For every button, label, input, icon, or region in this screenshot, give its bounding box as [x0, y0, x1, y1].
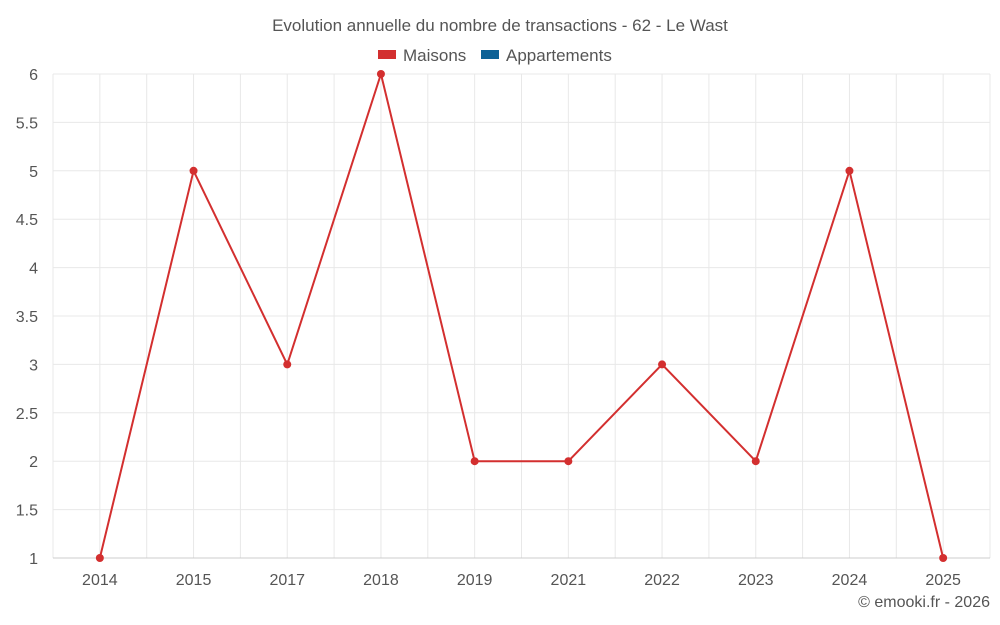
data-point[interactable]: [939, 554, 948, 562]
y-tick-label: 5.5: [16, 115, 38, 132]
legend-swatch-maisons: [378, 50, 396, 59]
x-tick-label: 2024: [832, 572, 868, 589]
series-maisons: [95, 70, 948, 562]
legend-swatch-appartements: [481, 50, 499, 59]
y-tick-label: 4.5: [16, 212, 38, 229]
legend-item-appartements[interactable]: Appartements: [481, 46, 612, 65]
y-tick-label: 4: [29, 261, 38, 278]
x-tick-label: 2014: [82, 572, 118, 589]
x-tick-label: 2018: [363, 572, 399, 589]
x-tick-label: 2023: [738, 572, 774, 589]
y-tick-label: 1.5: [16, 503, 38, 520]
legend-item-maisons[interactable]: Maisons: [378, 46, 466, 65]
y-tick-label: 3: [29, 357, 38, 374]
series-line-maisons: [98, 73, 945, 559]
legend-label-appartements: Appartements: [506, 46, 612, 65]
data-point[interactable]: [189, 166, 198, 175]
data-point[interactable]: [751, 457, 760, 466]
data-point[interactable]: [95, 554, 104, 562]
data-point[interactable]: [283, 360, 292, 369]
y-tick-label: 2.5: [16, 406, 38, 423]
x-tick-label: 2019: [457, 572, 493, 589]
data-point[interactable]: [564, 457, 573, 466]
chart-title: Evolution annuelle du nombre de transact…: [272, 16, 728, 35]
y-tick-label: 3.5: [16, 309, 38, 326]
data-point[interactable]: [845, 166, 854, 175]
x-gridlines: [52, 74, 991, 558]
x-tick-label: 2021: [551, 572, 587, 589]
y-axis-ticks: 1 1.5 2 2.5 3 3.5 4 4.5 5 5.5 6: [16, 67, 38, 568]
data-point[interactable]: [658, 360, 667, 369]
data-point[interactable]: [376, 70, 385, 78]
legend: Maisons Appartements: [378, 46, 612, 65]
y-tick-label: 6: [29, 67, 38, 84]
data-point[interactable]: [470, 457, 479, 466]
y-tick-label: 2: [29, 454, 38, 471]
x-tick-label: 2022: [644, 572, 680, 589]
x-axis-ticks: 2014 2015 2017 2018 2019 2021 2022 2023 2024 2025: [82, 572, 961, 589]
legend-label-maisons: Maisons: [403, 46, 466, 65]
y-tick-label: 5: [29, 164, 38, 181]
x-tick-label: 2017: [269, 572, 305, 589]
x-tick-label: 2025: [925, 572, 961, 589]
x-tick-label: 2015: [176, 572, 212, 589]
y-tick-label: 1: [29, 551, 38, 568]
credit-text: © emooki.fr - 2026: [858, 594, 990, 611]
